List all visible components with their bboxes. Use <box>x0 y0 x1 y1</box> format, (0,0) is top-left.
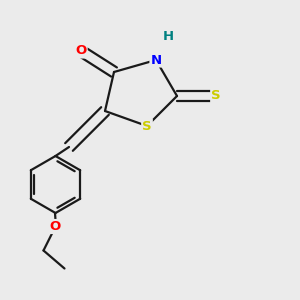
Text: O: O <box>75 44 87 58</box>
Text: S: S <box>211 89 221 103</box>
Text: S: S <box>142 119 152 133</box>
Text: H: H <box>162 29 174 43</box>
Text: N: N <box>150 53 162 67</box>
Text: O: O <box>50 220 61 233</box>
